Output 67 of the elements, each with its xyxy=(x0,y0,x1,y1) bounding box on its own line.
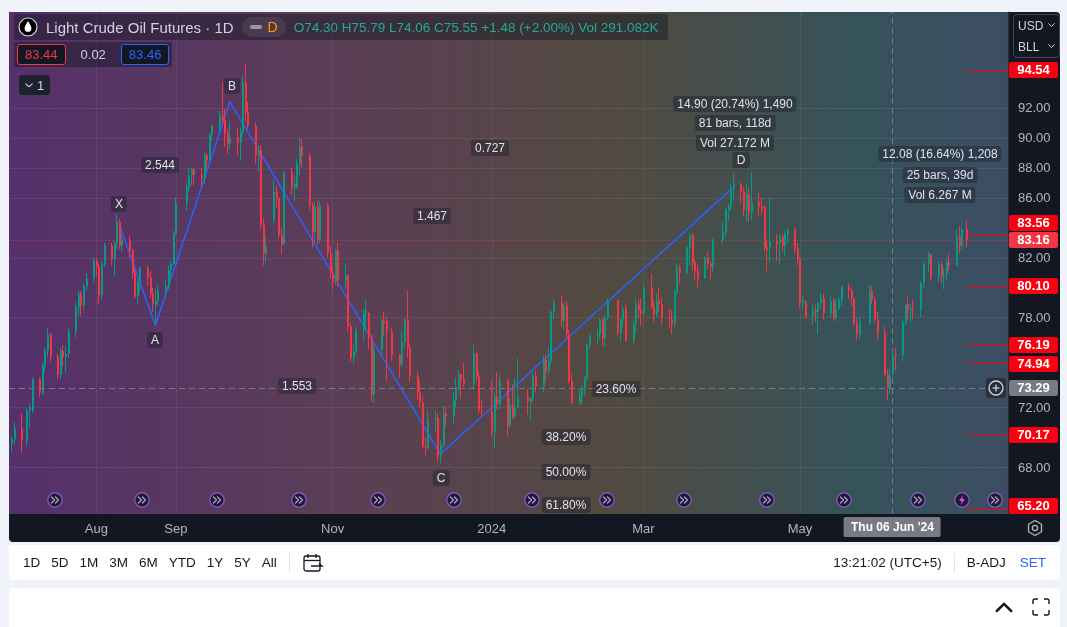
annotation: C xyxy=(436,471,446,485)
x-tick-label: Nov xyxy=(321,521,345,536)
annotation: Vol 6.267 M xyxy=(908,188,972,202)
candlestick xyxy=(758,193,760,216)
annotation: 25 bars, 39d xyxy=(906,168,974,182)
ref-line-label: 65.20 xyxy=(1017,497,1050,513)
y-tick-label: 90.00 xyxy=(1018,130,1051,146)
text: 13:21:02 (UTC+5) xyxy=(833,555,942,570)
x-tick-label: Mar xyxy=(632,521,656,536)
annotation: D xyxy=(267,19,278,35)
y-tick-label: 88.00 xyxy=(1018,160,1051,176)
ref-line-label: 83.56 xyxy=(1017,215,1050,231)
annotation: X xyxy=(114,197,124,211)
ref-line-label: 76.19 xyxy=(1017,336,1050,352)
annotation: 61.80% xyxy=(545,498,587,512)
text: O74.30 H75.79 L74.06 C75.55 +1.48 (+2.00%) Vol 291.082K xyxy=(293,19,659,35)
x-tick-label: May xyxy=(787,521,813,536)
chart-title: Light Crude Oil Futures · 1D xyxy=(46,18,234,36)
annotation: 81 bars, 118d xyxy=(698,116,772,130)
text: 5Y xyxy=(234,555,251,570)
annotation: 14.90 (20.74%) 1,490 xyxy=(677,97,793,111)
ref-line-label: 74.94 xyxy=(1017,355,1050,371)
y-tick-label: 72.00 xyxy=(1018,400,1051,416)
annotation: 1 xyxy=(37,77,45,93)
text: 1D xyxy=(23,555,41,570)
ref-line-label: 73.29 xyxy=(1017,380,1050,396)
y-tick-label: 78.00 xyxy=(1018,310,1051,326)
text: All xyxy=(261,555,277,570)
candlestick xyxy=(895,347,897,371)
text: BLL xyxy=(1018,39,1040,54)
annotation: 38.20% xyxy=(545,430,587,444)
text: 5D xyxy=(51,555,69,570)
x-tick-label: Sep xyxy=(164,521,188,536)
y-tick-label: 86.00 xyxy=(1018,190,1051,206)
text: B-ADJ xyxy=(966,555,1006,570)
ref-line-label: 83.16 xyxy=(1017,232,1050,248)
ref-line-label: 94.54 xyxy=(1017,61,1050,77)
text: 1Y xyxy=(206,555,224,570)
annotation: 83.44 xyxy=(25,47,58,62)
annotation: D xyxy=(736,153,746,167)
y-tick-label: 82.00 xyxy=(1018,250,1051,266)
text: 3M xyxy=(109,555,129,570)
annotation: 50.00% xyxy=(545,465,587,479)
text: 6M xyxy=(139,555,158,570)
annotation: 83.46 xyxy=(128,47,162,62)
text: YTD xyxy=(168,555,196,570)
x-tick-label: 2024 xyxy=(477,521,507,536)
annotation: 0.02 xyxy=(80,47,106,62)
text: USD xyxy=(1018,18,1044,33)
text: 1M xyxy=(79,555,99,570)
text: SET xyxy=(1019,555,1046,570)
annotation: 12.08 (16.64%) 1,208 xyxy=(882,147,998,161)
annotation: 1.553 xyxy=(281,379,313,393)
x-tick-label: Aug xyxy=(84,521,108,536)
ref-line-label: 80.10 xyxy=(1017,278,1050,294)
annotation: A xyxy=(150,333,160,347)
y-tick-label: 68.00 xyxy=(1018,460,1051,476)
annotation: Vol 27.172 M xyxy=(699,136,771,150)
annotation: 2.544 xyxy=(144,158,176,172)
candlestick xyxy=(769,197,771,263)
y-tick-label: 92.00 xyxy=(1018,100,1051,116)
annotation: 23.60% xyxy=(595,382,637,396)
annotation: B xyxy=(227,79,237,93)
ref-line-label: 70.17 xyxy=(1017,427,1050,443)
annotation: 1.467 xyxy=(416,209,448,223)
ref-line-label: Thu 06 Jun '24 xyxy=(850,520,934,534)
annotation: 0.727 xyxy=(474,141,506,155)
